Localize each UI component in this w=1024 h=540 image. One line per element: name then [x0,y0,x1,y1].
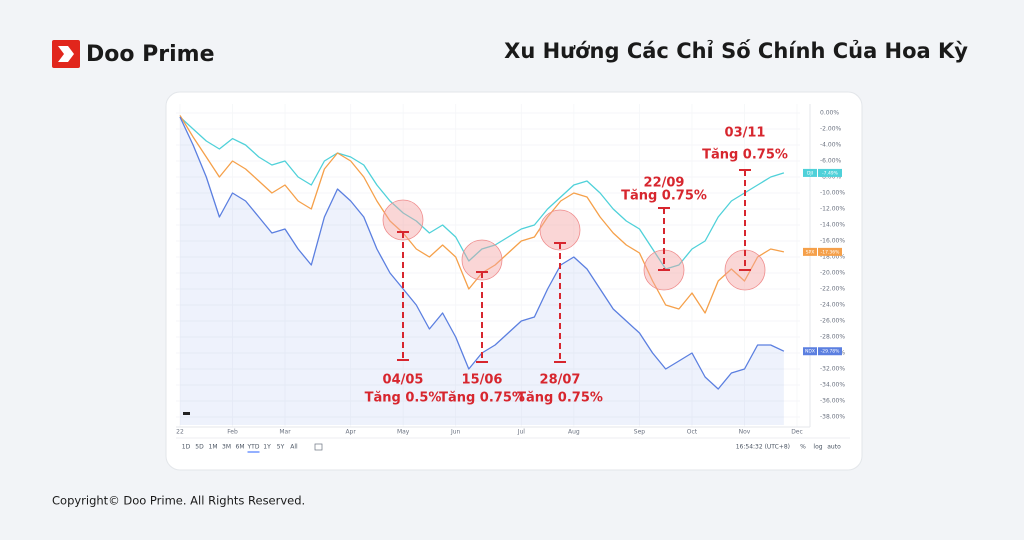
value-tag [818,247,842,256]
range-button[interactable]: 5Y [277,444,285,451]
highlight-circle [461,239,503,281]
value-tag [818,168,842,177]
y-tick-label: -22.00% [820,286,845,293]
y-tick-label: -34.00% [820,382,845,389]
compare-icon [314,443,323,451]
series-tag [803,168,817,177]
x-tick-label: Apr [345,429,356,436]
range-button[interactable]: 1Y [263,444,271,451]
y-tick-label: -4.00% [820,142,842,149]
annotation-date: 03/11 [725,126,766,141]
series-tag [803,247,817,256]
brand: Doo Prime [86,42,215,67]
y-tick-label: -36.00% [820,398,845,405]
range-button[interactable]: 5D [195,444,204,451]
highlight-circle [539,209,581,251]
last-value-label: -7.49% [822,170,839,176]
scale-option[interactable]: log [813,444,822,451]
annotation-date: 04/05 [383,373,424,388]
y-tick-label: -38.00% [820,414,845,421]
x-tick-label: Jul [517,429,526,436]
series-name: DJI [807,170,813,176]
series-line [179,116,785,270]
series-name: SPX [806,249,815,255]
x-tick-label: Dec [791,429,803,436]
x-tick-label: Feb [227,429,238,436]
last-value-label: -29.78% [821,349,841,355]
annotation-text: Tăng 0.75% [702,148,788,163]
annotation-text: Tăng 0.5% [365,391,442,406]
series-name: NDX [805,349,815,355]
x-tick-label: Sep [634,429,646,436]
x-tick-label: 22 [176,429,184,436]
highlight-circle [382,199,424,241]
y-tick-label: -8.00% [820,174,842,181]
series-tag [803,347,817,356]
y-tick-label: -32.00% [820,366,845,373]
annotation-date: 28/07 [540,373,581,388]
area-fill [180,117,784,425]
scale-option[interactable]: auto [827,444,841,451]
range-button[interactable]: 1D [182,444,191,451]
annotation-date: 15/06 [462,373,503,388]
y-tick-label: -28.00% [820,334,845,341]
y-tick-label: -24.00% [820,302,845,309]
range-button[interactable]: YTD [247,444,260,451]
annotation-text: Tăng 0.75% [439,391,525,406]
y-tick-label: -26.00% [820,318,845,325]
logo-arrow [58,46,74,62]
range-button[interactable]: 6M [236,444,245,451]
plot: 0.00% -2.00% -4.00% -6.00% -8.00% -10.00% -12.… [176,104,850,453]
annotation-text: Tăng 0.75% [621,189,707,204]
last-value-label: -17.36% [821,249,841,255]
x-tick-label: Oct [687,429,698,436]
copyright: Copyright© Doo Prime. All Rights Reserve… [52,494,305,508]
x-tick-label: May [397,429,410,436]
tv-mark [183,412,190,415]
x-tick-label: Jun [450,429,461,436]
range-button[interactable]: 1M [209,444,218,451]
y-tick-label: 0.00% [820,110,839,117]
y-tick-label: -10.00% [820,190,845,197]
y-tick-label: -6.00% [820,158,842,165]
clock: 16:54:32 (UTC+8) [736,444,790,451]
x-tick-label: Aug [568,429,580,436]
annotation-text: Tăng 0.75% [517,391,603,406]
y-tick-label: -16.00% [820,238,845,245]
y-tick-label: -20.00% [820,270,845,277]
y-tick-label: -12.00% [820,206,845,213]
scale-option[interactable]: % [800,444,806,451]
logo: Doo Prime [52,40,215,68]
range-button[interactable]: All [290,444,298,451]
value-tag [818,347,842,356]
x-tick-label: Nov [739,429,751,436]
plot-area [176,104,800,427]
range-button[interactable]: 3M [222,444,231,451]
page-title: Xu Hướng Các Chỉ Số Chính Của Hoa Kỳ [504,39,968,63]
annotation-date: 22/09 [644,176,685,191]
y-tick-label: -14.00% [820,222,845,229]
y-tick-label: -18.00% [820,254,845,261]
x-tick-label: Mar [279,429,291,436]
y-tick-label: -2.00% [820,126,842,133]
